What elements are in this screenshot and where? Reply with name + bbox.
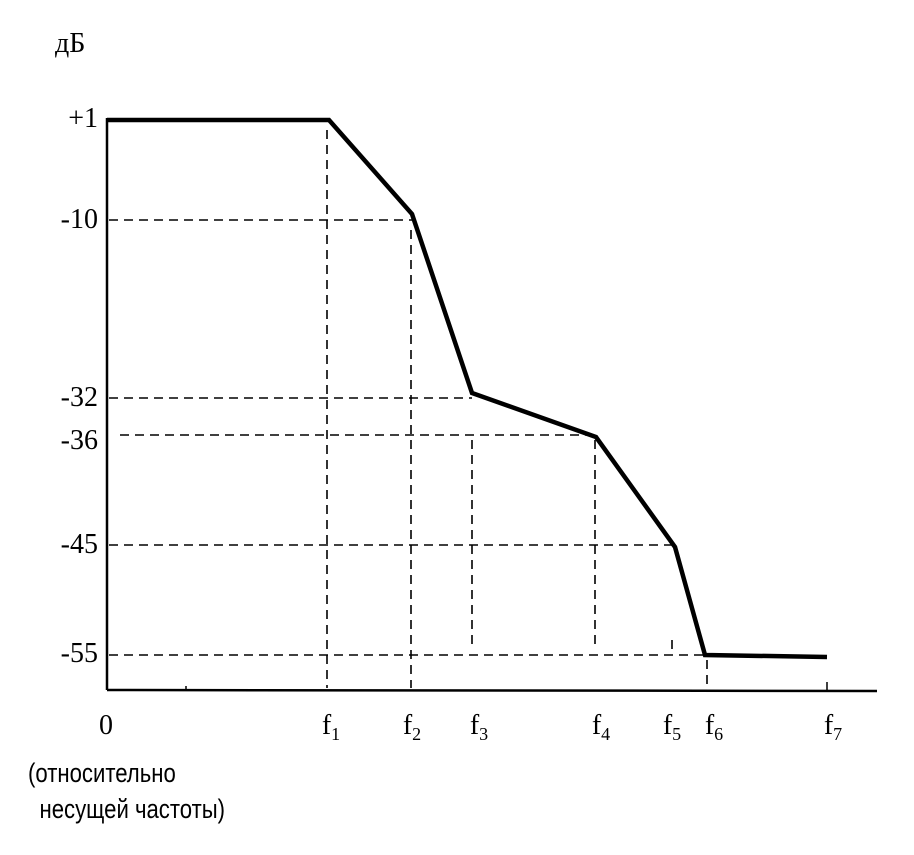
y-tick-plus1: +1 bbox=[68, 103, 98, 134]
axes bbox=[105, 118, 878, 693]
x-ticks bbox=[185, 682, 828, 690]
x-tick-f1: f1 bbox=[321, 710, 341, 744]
y-tick-minus36: -36 bbox=[60, 425, 98, 456]
y-tick-minus10: -10 bbox=[60, 204, 98, 235]
y-tick-minus55: -55 bbox=[60, 638, 98, 669]
x-tick-f7: f7 bbox=[823, 710, 843, 744]
x-tick-f5: f5 bbox=[662, 710, 682, 744]
x-tick-f3: f3 bbox=[469, 710, 489, 744]
x-tick-f4: f4 bbox=[591, 710, 611, 744]
y-tick-minus45: -45 bbox=[60, 529, 98, 560]
y-tick-minus32: -32 bbox=[60, 382, 98, 413]
x-tick-f6: f6 bbox=[704, 710, 724, 744]
caption-line-1: (относительно bbox=[28, 758, 176, 788]
attenuation-curve bbox=[107, 117, 828, 660]
reference-lines bbox=[109, 130, 708, 688]
x-tick-f2: f2 bbox=[402, 710, 422, 744]
caption-line-2: несущей частоты) bbox=[39, 794, 226, 825]
y-axis-unit: дБ bbox=[55, 28, 86, 59]
x-tick-zero: 0 bbox=[99, 710, 113, 741]
x-axis-caption: (относительно несущей частоты) bbox=[28, 755, 225, 828]
